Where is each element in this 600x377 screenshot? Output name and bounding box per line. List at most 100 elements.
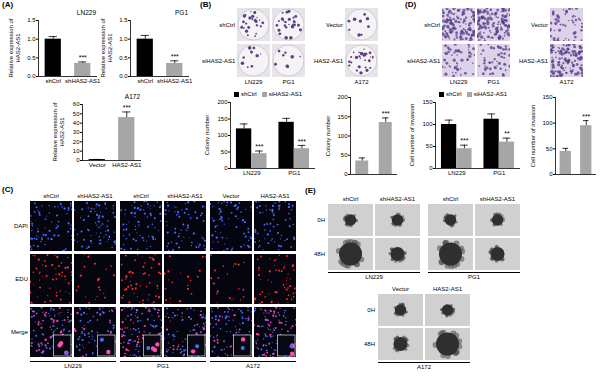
html-text:A172: A172: [354, 79, 369, 85]
html-text:0H: 0H: [367, 307, 375, 313]
html-text:Vector: Vector: [531, 21, 548, 28]
svg-text:100: 100: [422, 121, 433, 127]
svg-text:30: 30: [73, 129, 80, 135]
svg-text:100: 100: [337, 133, 348, 139]
svg-text:PG1: PG1: [493, 170, 506, 176]
html-text:Relative expression of HAS2-AS: Relative expression of HAS2-AS1: [8, 18, 21, 78]
svg-text:40: 40: [73, 120, 80, 126]
html-text:(D): (D): [405, 0, 417, 9]
svg-text:LN229: LN229: [448, 170, 466, 176]
svg-text:shCtrl: shCtrl: [137, 78, 153, 84]
svg-text:50: 50: [546, 146, 553, 152]
svg-text:150: 150: [542, 94, 553, 100]
html-text:siHAS2-AS1: siHAS2-AS1: [202, 57, 236, 64]
html-text:(A): (A): [2, 0, 14, 9]
svg-text:***: ***: [123, 104, 131, 111]
html-text:shHAS2-AS1: shHAS2-AS1: [77, 193, 113, 199]
svg-text:shHAS2-AS1: shHAS2-AS1: [157, 78, 193, 84]
html-text:Vector: Vector: [222, 193, 240, 199]
svg-text:150: 150: [337, 114, 348, 120]
html-text:siHAS2-AS1: siHAS2-AS1: [473, 91, 507, 97]
svg-text:***: ***: [79, 54, 87, 61]
svg-text:1.5: 1.5: [27, 17, 36, 23]
html-text:shCtrl: shCtrl: [43, 193, 59, 199]
html-text:Cell number of invasion: Cell number of invasion: [408, 103, 415, 167]
html-text:EDU: EDU: [15, 276, 28, 282]
svg-text:200: 200: [337, 94, 348, 100]
html-text:HAS2-AS1: HAS2-AS1: [260, 193, 290, 199]
svg-text:**: **: [504, 130, 510, 137]
svg-text:PG1: PG1: [288, 170, 301, 176]
html-text:PG1: PG1: [282, 79, 295, 85]
html-text:A172: A172: [246, 363, 260, 369]
html-text:shCtrl: shCtrl: [241, 91, 257, 97]
html-text:A172: A172: [124, 93, 140, 100]
svg-text:0: 0: [549, 171, 553, 177]
html-text:(C): (C): [2, 185, 14, 194]
svg-text:50: 50: [426, 143, 433, 149]
html-text:siHAS2-AS1: siHAS2-AS1: [268, 91, 302, 97]
svg-text:200: 200: [217, 99, 228, 105]
html-text:Relative expression of HAS2-AS: Relative expression of HAS2-AS1: [100, 18, 113, 78]
svg-text:50: 50: [341, 152, 348, 158]
svg-text:0: 0: [224, 165, 228, 171]
html-text:0H: 0H: [317, 217, 325, 223]
html-text:A172: A172: [559, 79, 574, 85]
svg-text:0: 0: [344, 171, 348, 177]
svg-text:0: 0: [76, 157, 80, 163]
svg-text:100: 100: [542, 120, 553, 126]
html-text:LN229: LN229: [64, 363, 82, 369]
svg-text:10: 10: [73, 148, 80, 154]
svg-text:150: 150: [217, 116, 228, 122]
svg-text:Vector: Vector: [89, 162, 106, 168]
svg-text:1.0: 1.0: [27, 36, 36, 42]
html-text:Colony number: Colony number: [323, 115, 330, 156]
svg-text:shHAS2-AS1: shHAS2-AS1: [65, 78, 101, 84]
html-text:shCtrl: shCtrl: [446, 91, 462, 97]
svg-text:0.0: 0.0: [27, 73, 36, 79]
html-text:shCtrl: shCtrl: [219, 21, 235, 28]
html-text:LN229: LN229: [244, 79, 263, 85]
html-text:(E): (E): [305, 186, 316, 195]
svg-text:***: ***: [298, 138, 306, 145]
svg-text:60: 60: [73, 101, 80, 107]
html-text:48H: 48H: [314, 251, 325, 257]
svg-text:shCtrl: shCtrl: [45, 78, 61, 84]
html-text:Relative expression of HAS2-AS: Relative expression of HAS2-AS1: [52, 102, 65, 162]
svg-text:***: ***: [582, 113, 590, 120]
html-text:LN229: LN229: [76, 9, 96, 16]
svg-text:100: 100: [217, 132, 228, 138]
svg-text:0.0: 0.0: [119, 73, 128, 79]
html-text:DAPI: DAPI: [14, 223, 28, 229]
svg-text:***: ***: [382, 110, 390, 117]
html-text:Cell number of invasion: Cell number of invasion: [528, 104, 535, 167]
html-text:siHAS2-AS1: siHAS2-AS1: [407, 57, 441, 64]
svg-text:***: ***: [460, 137, 468, 144]
svg-text:1.5: 1.5: [119, 17, 128, 23]
html-text:PG1: PG1: [175, 9, 188, 16]
svg-text:0.5: 0.5: [119, 55, 128, 61]
svg-text:1.0: 1.0: [119, 36, 128, 42]
html-text:LN229: LN229: [449, 79, 468, 85]
svg-text:LN229: LN229: [243, 170, 261, 176]
html-text:shCtrl: shCtrl: [424, 21, 440, 28]
svg-text:150: 150: [422, 99, 433, 105]
html-text:Merge: Merge: [11, 329, 28, 335]
svg-text:0: 0: [429, 165, 433, 171]
html-text:PG1: PG1: [157, 363, 169, 369]
svg-text:***: ***: [171, 53, 179, 60]
html-text:Colony number: Colony number: [203, 114, 210, 156]
html-text:PG1: PG1: [487, 79, 500, 85]
svg-text:50: 50: [73, 111, 80, 117]
svg-text:20: 20: [73, 139, 80, 145]
svg-text:HAS2-AS1: HAS2-AS1: [112, 162, 142, 168]
svg-text:0.5: 0.5: [27, 55, 36, 61]
svg-text:***: ***: [255, 143, 263, 150]
html-text:HAS2-AS1: HAS2-AS1: [314, 57, 343, 64]
svg-text:50: 50: [221, 149, 228, 155]
html-text:HAS2-AS1: HAS2-AS1: [519, 57, 548, 64]
html-text:(B): (B): [200, 0, 212, 9]
html-text:Vector: Vector: [326, 21, 343, 28]
html-text:shCtrl: shCtrl: [133, 193, 149, 199]
html-text:shHAS2-AS1: shHAS2-AS1: [167, 193, 203, 199]
